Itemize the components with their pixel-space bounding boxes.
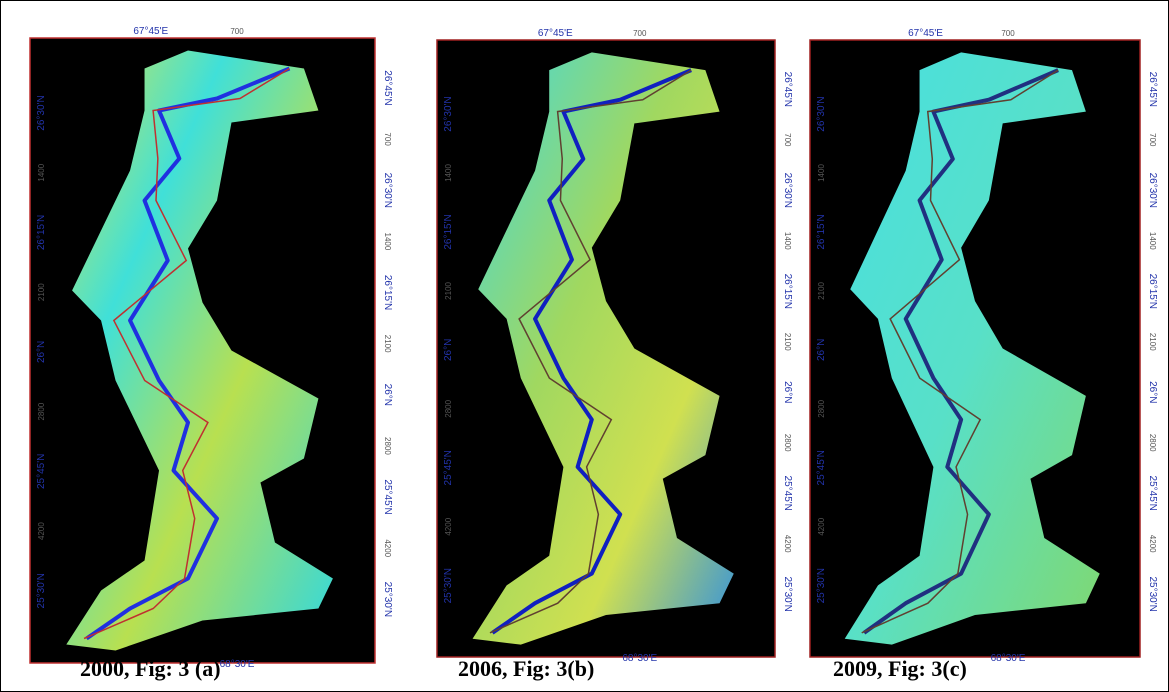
- bottom-coord: 68°30'E: [991, 653, 1026, 664]
- right-coord: 2800: [383, 437, 392, 455]
- right-coord: 25°30'N: [382, 582, 393, 617]
- right-coord: 26°15'N: [382, 275, 393, 310]
- left-coord: 26°N: [816, 339, 827, 361]
- left-coord: 26°15'N: [443, 214, 454, 249]
- top-coord: 67°45'E: [908, 28, 943, 39]
- left-coord: 26°N: [36, 341, 47, 363]
- right-coord: 26°45'N: [382, 70, 393, 105]
- right-coord: 26°30'N: [782, 173, 793, 208]
- left-coord: 2800: [37, 402, 46, 420]
- left-coord: 2800: [444, 399, 453, 417]
- right-coord: 1400: [383, 233, 392, 251]
- right-coord: 4200: [1148, 535, 1157, 553]
- bottom-coord: 68°30'E: [220, 659, 255, 670]
- left-coord: 25°30'N: [816, 568, 827, 603]
- left-coord: 26°15'N: [36, 215, 47, 250]
- left-coord: 4200: [444, 517, 453, 535]
- right-coord: 700: [783, 133, 792, 147]
- right-coord: 2100: [783, 333, 792, 351]
- right-coord: 26°N: [382, 384, 393, 406]
- right-coord: 25°45'N: [382, 479, 393, 514]
- top-coord: 67°45'E: [538, 28, 573, 39]
- right-coord: 26°N: [1147, 381, 1158, 403]
- left-coord: 1400: [817, 164, 826, 182]
- left-coord: 1400: [444, 164, 453, 182]
- right-coord: 2100: [1148, 333, 1157, 351]
- right-coord: 26°30'N: [1147, 173, 1158, 208]
- right-coord: 25°45'N: [1147, 476, 1158, 511]
- left-coord: 26°N: [443, 339, 454, 361]
- left-coord: 25°45'N: [36, 454, 47, 489]
- right-coord: 25°30'N: [782, 576, 793, 611]
- left-coord: 1400: [37, 163, 46, 181]
- caption: 2000, Fig: 3 (a): [80, 656, 221, 681]
- bottom-coord: 68°30'E: [622, 653, 657, 664]
- left-coord: 2800: [817, 399, 826, 417]
- right-coord: 4200: [783, 535, 792, 553]
- right-coord: 26°45'N: [782, 72, 793, 107]
- caption: 2009, Fig: 3(c): [833, 656, 967, 681]
- left-coord: 4200: [37, 522, 46, 540]
- left-coord: 4200: [817, 517, 826, 535]
- left-coord: 25°45'N: [443, 450, 454, 485]
- right-coord: 1400: [1148, 232, 1157, 250]
- right-coord: 2800: [783, 434, 792, 452]
- right-coord: 2100: [383, 335, 392, 353]
- figure: 67°45'E 700 68°30'E 26°30'N 1400 26°15'N 2100 2…: [0, 0, 1169, 692]
- left-coord: 25°45'N: [816, 450, 827, 485]
- right-coord: 26°N: [782, 381, 793, 403]
- left-coord: 2100: [37, 283, 46, 301]
- left-coord: 2100: [817, 281, 826, 299]
- top-coord: 700: [1001, 29, 1015, 38]
- right-coord: 26°30'N: [382, 173, 393, 208]
- right-coord: 1400: [783, 232, 792, 250]
- left-coord: 26°15'N: [816, 214, 827, 249]
- left-coord: 26°30'N: [443, 96, 454, 131]
- right-coord: 25°30'N: [1147, 576, 1158, 611]
- right-coord: 25°45'N: [782, 476, 793, 511]
- caption: 2006, Fig: 3(b): [458, 656, 594, 681]
- left-coord: 25°30'N: [36, 573, 47, 608]
- right-coord: 700: [1148, 133, 1157, 147]
- right-coord: 26°15'N: [1147, 274, 1158, 309]
- top-coord: 700: [230, 27, 244, 36]
- left-coord: 26°30'N: [816, 96, 827, 131]
- right-coord: 2800: [1148, 434, 1157, 452]
- right-coord: 26°15'N: [782, 274, 793, 309]
- right-coord: 26°45'N: [1147, 72, 1158, 107]
- top-coord: 700: [633, 29, 647, 38]
- top-coord: 67°45'E: [133, 26, 168, 37]
- right-coord: 700: [383, 132, 392, 146]
- left-coord: 26°30'N: [36, 95, 47, 130]
- right-coord: 4200: [383, 539, 392, 557]
- left-coord: 2100: [444, 281, 453, 299]
- left-coord: 25°30'N: [443, 568, 454, 603]
